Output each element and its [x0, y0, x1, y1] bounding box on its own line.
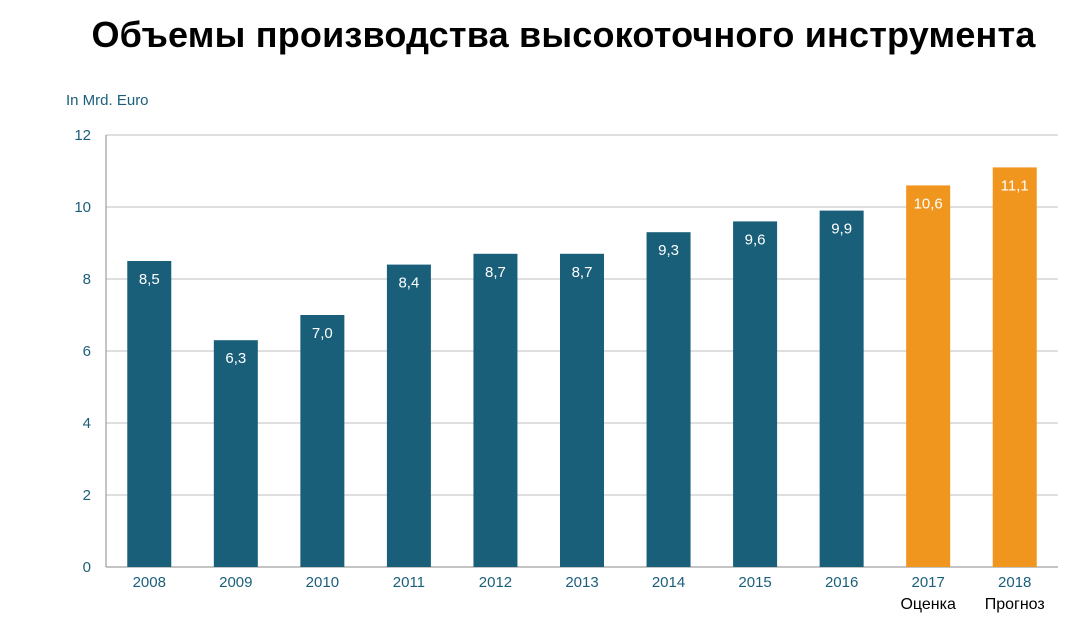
y-tick-label: 12: [74, 127, 91, 144]
bar-2008: [127, 261, 172, 567]
data-label-2013: 8,7: [572, 264, 593, 281]
note-2017: Оценка: [900, 596, 956, 613]
data-label-2015: 9,6: [745, 231, 766, 248]
bar-notes: Оценка Прогноз: [900, 596, 1044, 613]
bar-2016: [819, 210, 864, 567]
y-tick-label: 0: [83, 559, 91, 576]
y-tick-label: 4: [83, 415, 91, 432]
x-tick-2015: 2015: [738, 574, 771, 591]
x-tick-2008: 2008: [133, 574, 166, 591]
x-tick-2014: 2014: [652, 574, 685, 591]
data-label-2016: 9,9: [831, 221, 852, 238]
bar-2014: [646, 232, 691, 567]
bar-2018: [992, 167, 1037, 567]
bar-2010: [300, 315, 345, 567]
x-tick-2016: 2016: [825, 574, 858, 591]
data-label-2009: 6,3: [225, 350, 246, 367]
data-label-2011: 8,4: [398, 275, 419, 292]
x-tick-2009: 2009: [219, 574, 252, 591]
x-tick-2012: 2012: [479, 574, 512, 591]
x-tick-2017: 2017: [911, 574, 944, 591]
y-tick-label: 10: [74, 199, 91, 216]
bars: [127, 167, 1037, 568]
y-tick-label: 6: [83, 343, 91, 360]
bar-2011: [386, 264, 431, 567]
y-axis-ticks: 0 2 4 6 8 10 12: [74, 127, 91, 576]
data-label-2014: 9,3: [658, 242, 679, 259]
data-label-2012: 8,7: [485, 264, 506, 281]
bar-2017: [906, 185, 951, 567]
data-label-2008: 8,5: [139, 271, 160, 288]
data-label-2018: 11,1: [1001, 177, 1029, 194]
y-tick-label: 8: [83, 271, 91, 288]
bar-2015: [733, 221, 778, 567]
x-axis-ticks: 2008 2009 2010 2011 2012 2013 2014 2015 2016 2017…: [133, 574, 1032, 591]
y-axis-unit-label: In Mrd. Euro: [66, 92, 149, 109]
data-label-2010: 7,0: [312, 325, 333, 342]
chart-title: Объемы производства высокоточного инстру…: [91, 14, 1036, 55]
x-tick-2010: 2010: [306, 574, 339, 591]
note-2018: Прогноз: [985, 596, 1045, 613]
bar-2013: [560, 253, 604, 568]
data-labels: 8,5 6,3 7,0 8,4 8,7 8,7 9,3 9,6 9,9 10,6 11,1: [139, 177, 1029, 367]
x-tick-2018: 2018: [998, 574, 1031, 591]
bar-2012: [473, 253, 518, 568]
x-tick-2011: 2011: [393, 574, 425, 591]
x-tick-2013: 2013: [565, 574, 598, 591]
y-tick-label: 2: [83, 487, 91, 504]
bar-2009: [213, 340, 258, 567]
data-label-2017: 10,6: [914, 195, 943, 212]
